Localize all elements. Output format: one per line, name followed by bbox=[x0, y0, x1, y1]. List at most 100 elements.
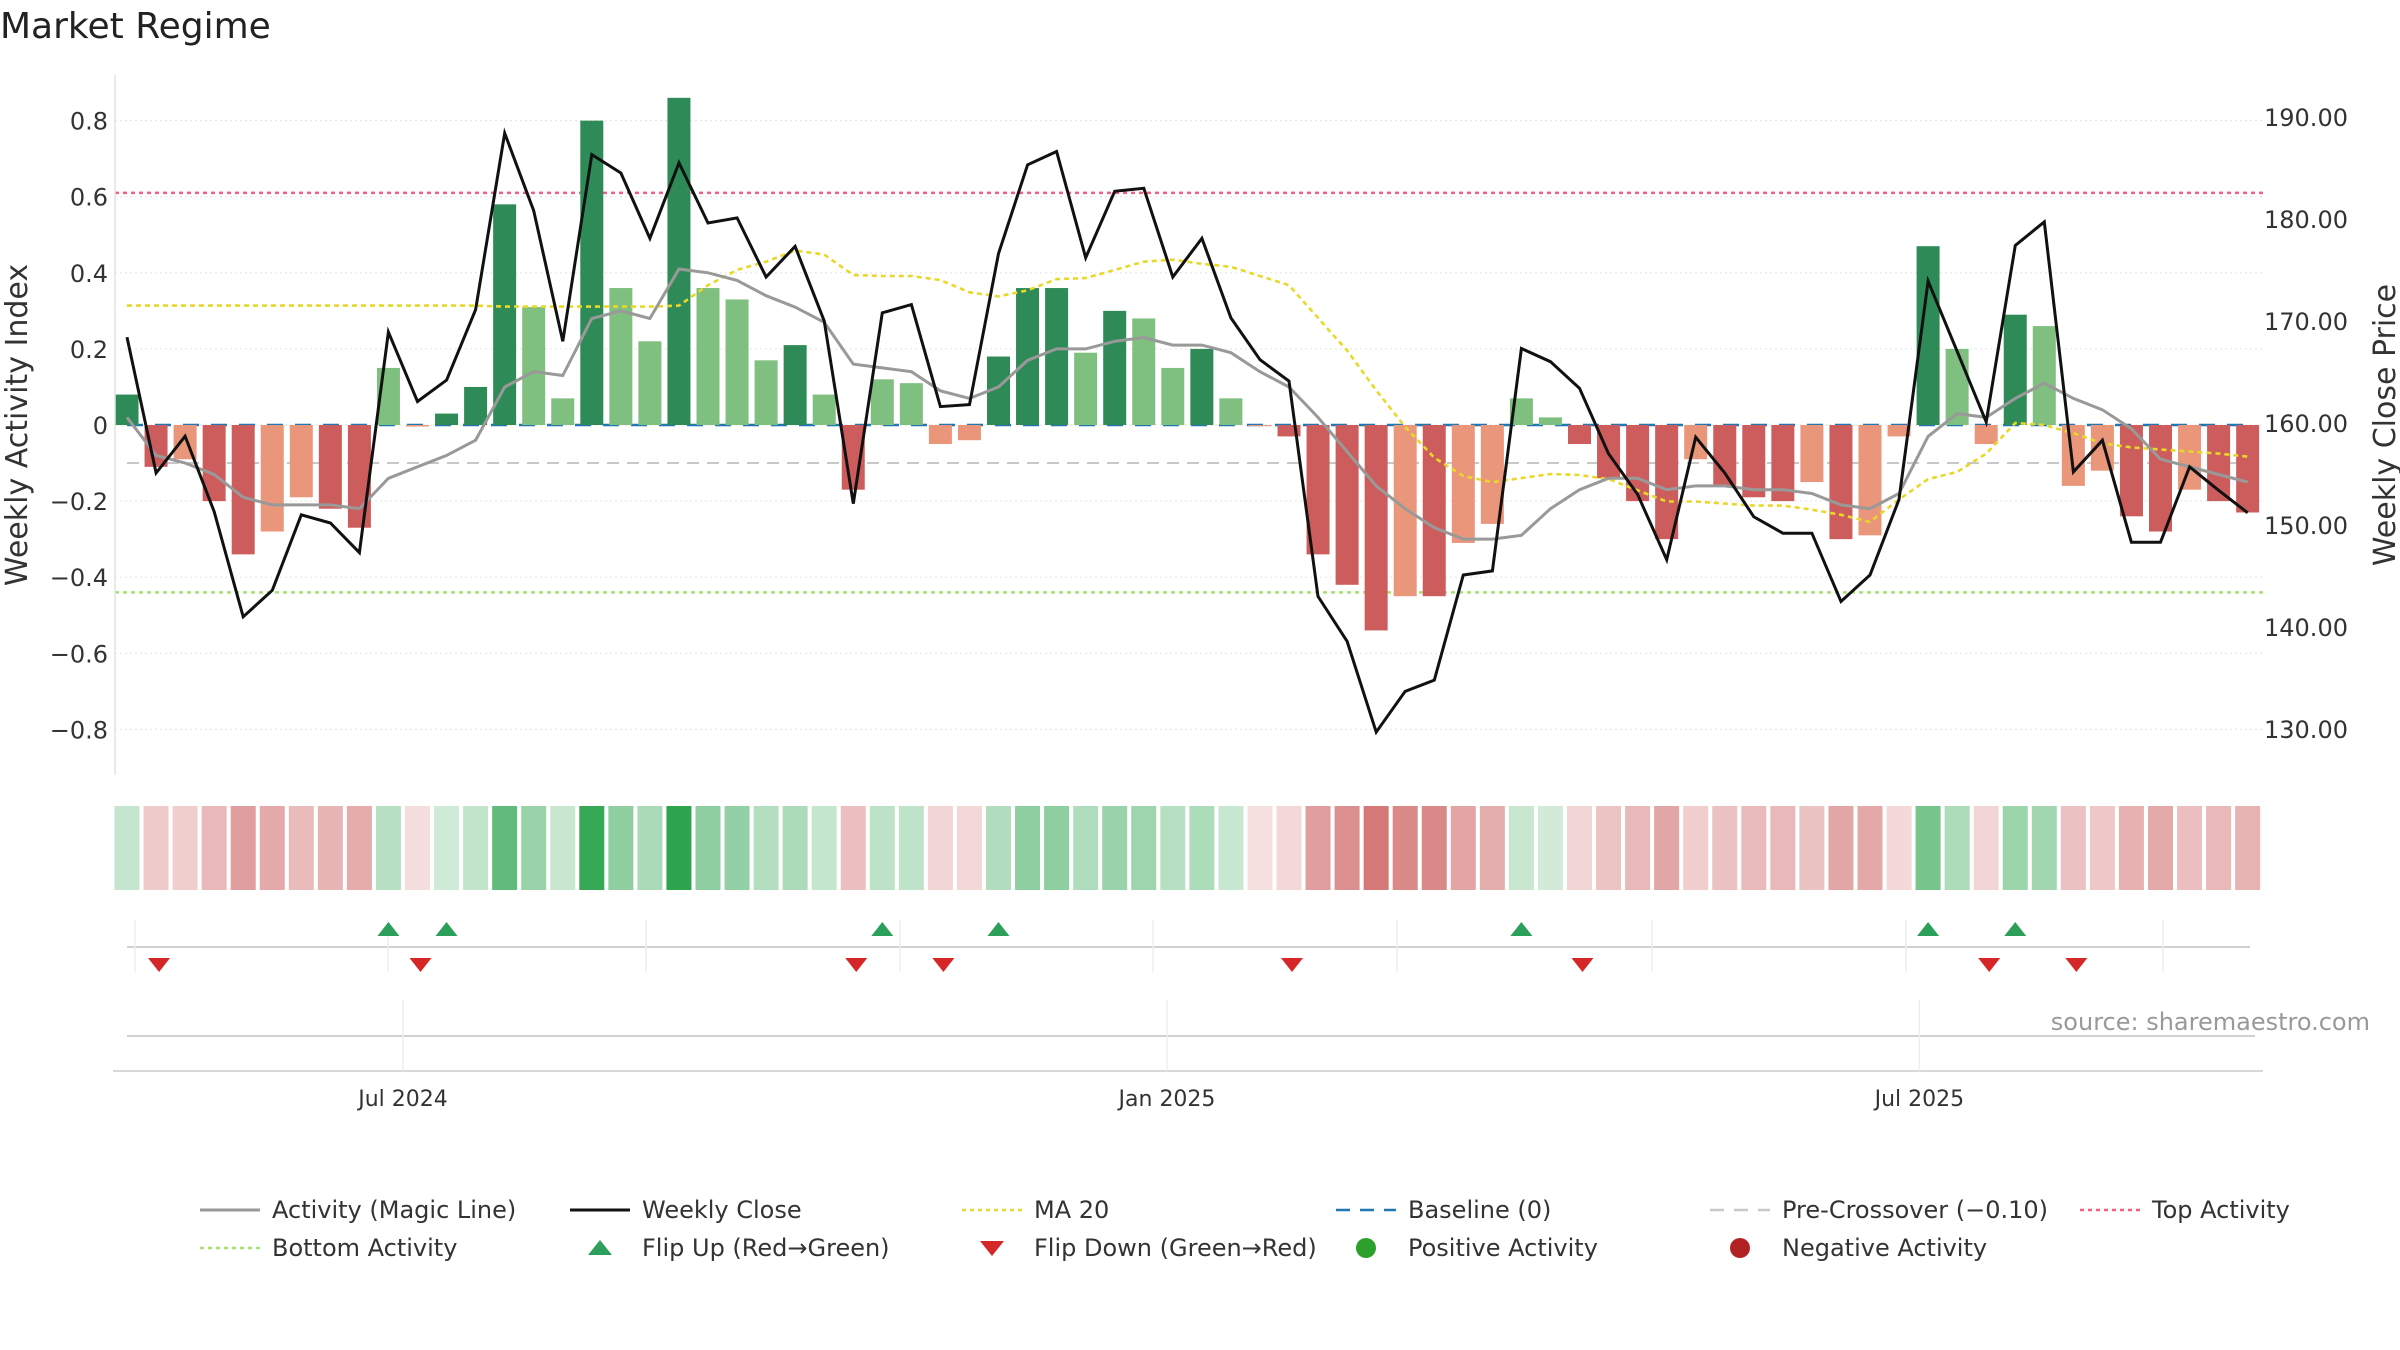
legend-label: Flip Down (Green→Red) bbox=[1034, 1234, 1317, 1262]
y-tick-label: 0.4 bbox=[70, 260, 108, 288]
legend-label: Top Activity bbox=[2152, 1196, 2290, 1224]
activity-bar bbox=[1190, 348, 1214, 425]
legend-label: Activity (Magic Line) bbox=[272, 1196, 517, 1224]
y2-tick-label: 130.00 bbox=[2264, 716, 2348, 744]
activity-bar bbox=[2178, 425, 2202, 490]
activity-bar bbox=[580, 120, 604, 426]
heat-cell bbox=[2206, 806, 2232, 890]
flip-up-marker bbox=[1917, 922, 1940, 936]
legend-label: Negative Activity bbox=[1782, 1234, 1988, 1262]
y-tick-label: −0.2 bbox=[50, 488, 108, 516]
activity-bar bbox=[1713, 425, 1737, 486]
y2-tick-label: 150.00 bbox=[2264, 512, 2348, 540]
activity-heat-strip bbox=[114, 806, 2261, 890]
activity-bar bbox=[957, 425, 981, 441]
flip-up-marker bbox=[1510, 922, 1533, 936]
heat-cell bbox=[2002, 806, 2028, 890]
y2-tick-label: 170.00 bbox=[2264, 308, 2348, 336]
heat-cell bbox=[1044, 806, 1070, 890]
x-tick-label: Jul 2025 bbox=[1873, 1087, 1965, 1112]
flip-up-marker bbox=[377, 922, 400, 936]
heat-cell bbox=[724, 806, 750, 890]
y-tick-label: −0.6 bbox=[50, 640, 108, 668]
activity-bar bbox=[1916, 246, 1940, 425]
activity-bar bbox=[899, 383, 923, 425]
activity-bar bbox=[1655, 425, 1679, 540]
heat-cell bbox=[753, 806, 779, 890]
heat-cell bbox=[1886, 806, 1912, 890]
heat-cell bbox=[1770, 806, 1796, 890]
heat-cell bbox=[1421, 806, 1447, 890]
activity-bar bbox=[1161, 367, 1185, 425]
heat-cell bbox=[1857, 806, 1883, 890]
heat-cell bbox=[956, 806, 982, 890]
x-tick-label: Jan 2025 bbox=[1117, 1087, 1216, 1112]
activity-bar bbox=[609, 288, 633, 425]
activity-bar bbox=[202, 425, 226, 502]
heat-cell bbox=[1218, 806, 1244, 890]
y2-tick-label: 190.00 bbox=[2264, 104, 2348, 132]
y-tick-label: 0 bbox=[93, 412, 108, 440]
heat-cell bbox=[2031, 806, 2057, 890]
legend-label: Baseline (0) bbox=[1408, 1196, 1552, 1224]
heat-cell bbox=[666, 806, 692, 890]
activity-bar bbox=[464, 386, 488, 425]
heat-cell bbox=[1799, 806, 1825, 890]
legend-item: Flip Down (Green→Red) bbox=[962, 1234, 1317, 1262]
activity-bar bbox=[783, 345, 807, 425]
heat-cell bbox=[1596, 806, 1622, 890]
page-title: Market Regime bbox=[0, 6, 271, 47]
heat-cell bbox=[172, 806, 198, 890]
activity-bar bbox=[1568, 425, 1591, 445]
legend-item: Baseline (0) bbox=[1336, 1196, 1551, 1224]
activity-bar bbox=[1132, 318, 1156, 425]
heat-cell bbox=[405, 806, 430, 890]
heat-cell bbox=[434, 806, 460, 890]
heat-cell bbox=[869, 806, 895, 890]
activity-bar bbox=[2061, 425, 2085, 486]
heat-cell bbox=[288, 806, 314, 890]
activity-bar bbox=[318, 425, 342, 509]
legend-symbol-icon bbox=[1710, 1235, 1770, 1261]
y-tick-label: −0.8 bbox=[50, 716, 108, 744]
flip-up-marker bbox=[871, 922, 894, 936]
activity-bar bbox=[1306, 425, 1330, 555]
activity-bar bbox=[2032, 326, 2056, 425]
heat-cell bbox=[637, 806, 663, 890]
y2-tick-label: 140.00 bbox=[2264, 614, 2348, 642]
activity-bar bbox=[289, 425, 313, 498]
flip-up-marker bbox=[2004, 922, 2027, 936]
activity-bar bbox=[1219, 398, 1243, 425]
heat-cell bbox=[1508, 806, 1534, 890]
heat-cell bbox=[1305, 806, 1331, 890]
heat-cell bbox=[608, 806, 634, 890]
activity-bar bbox=[347, 425, 371, 528]
activity-bar bbox=[1364, 425, 1388, 631]
heat-cell bbox=[1915, 806, 1941, 890]
legend-symbol-icon bbox=[570, 1197, 630, 1223]
heat-cell bbox=[1363, 806, 1389, 890]
heat-cell bbox=[695, 806, 721, 890]
activity-bar bbox=[1335, 425, 1359, 585]
activity-bar bbox=[2207, 425, 2231, 502]
heat-cell bbox=[2148, 806, 2173, 890]
activity-bar bbox=[870, 379, 894, 425]
heat-cell bbox=[1537, 806, 1563, 890]
legend-symbol-icon bbox=[200, 1197, 260, 1223]
heat-cell bbox=[1828, 806, 1854, 890]
heat-cell bbox=[1073, 806, 1099, 890]
ma20-line bbox=[127, 249, 2248, 524]
activity-bar bbox=[1451, 425, 1475, 543]
activity-bar bbox=[1393, 425, 1417, 597]
legend-item: Positive Activity bbox=[1336, 1234, 1598, 1262]
activity-bar bbox=[2236, 425, 2260, 513]
legend-label: Bottom Activity bbox=[272, 1234, 458, 1262]
flip-down-marker bbox=[932, 958, 955, 972]
activity-bar bbox=[1771, 425, 1795, 502]
legend-symbol-icon bbox=[1336, 1197, 1396, 1223]
y2-tick-label: 160.00 bbox=[2264, 410, 2348, 438]
heat-cell bbox=[346, 806, 372, 890]
flip-up-marker bbox=[987, 922, 1010, 936]
activity-bar bbox=[1509, 398, 1533, 425]
heat-cell bbox=[1131, 806, 1157, 890]
